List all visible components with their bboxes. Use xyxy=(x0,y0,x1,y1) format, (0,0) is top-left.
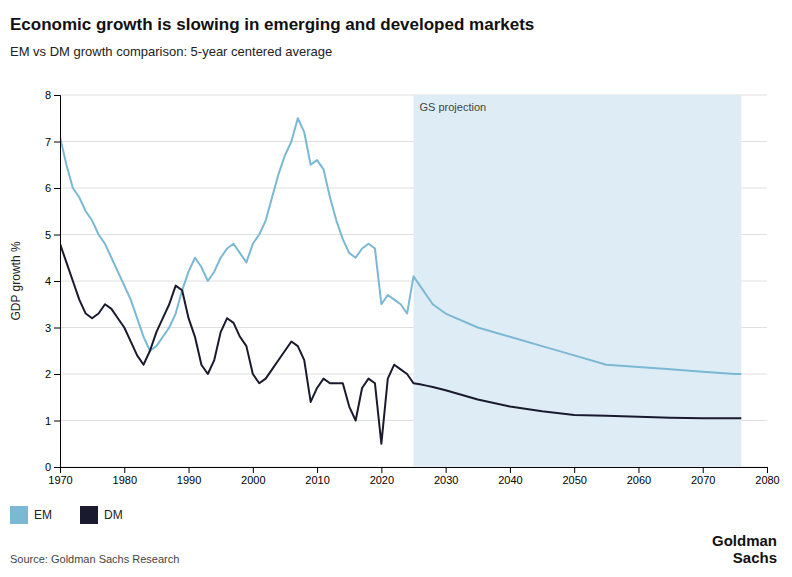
y-tick-mark xyxy=(54,328,60,329)
y-tick: 6 xyxy=(45,182,60,194)
y-tick-mark xyxy=(54,281,60,282)
subtitle: EM vs DM growth comparison: 5-year cente… xyxy=(10,44,332,59)
y-tick: 1 xyxy=(45,415,60,427)
x-tick: 2040 xyxy=(498,467,522,486)
x-tick-label: 1970 xyxy=(48,474,72,486)
y-tick: 3 xyxy=(45,322,60,334)
x-tick-label: 2060 xyxy=(627,474,651,486)
x-tick-label: 2040 xyxy=(498,474,522,486)
chart-container: Economic growth is slowing in emerging a… xyxy=(0,0,792,577)
x-tick-mark xyxy=(317,467,318,473)
branding-line: Sachs xyxy=(733,549,777,566)
y-tick-mark xyxy=(54,467,60,468)
x-tick-mark xyxy=(124,467,125,473)
branding: GoldmanSachs xyxy=(712,532,777,566)
x-axis: 1970 1980 1990 2000 2010 2020 2030 2040 2050 2060… xyxy=(48,467,779,486)
x-tick-label: 2070 xyxy=(691,474,715,486)
x-tick: 2080 xyxy=(755,467,779,486)
x-tick-label: 2010 xyxy=(305,474,329,486)
x-tick-mark xyxy=(574,467,575,473)
x-tick: 2020 xyxy=(370,467,394,486)
y-axis: 0 1 2 3 4 5 6 7 8 xyxy=(45,89,61,473)
title: Economic growth is slowing in emerging a… xyxy=(10,15,534,34)
y-tick-label: 3 xyxy=(45,322,51,334)
marks xyxy=(60,95,741,467)
y-tick-mark xyxy=(54,421,60,422)
x-tick-mark xyxy=(767,467,768,473)
projection-span xyxy=(414,95,742,467)
branding-line: Goldman xyxy=(712,532,777,549)
y-tick-mark xyxy=(54,374,60,375)
legend-label: EM xyxy=(34,508,52,522)
y-axis-line xyxy=(54,96,61,468)
grid xyxy=(60,95,767,467)
x-axis-line xyxy=(61,468,768,474)
y-tick-mark xyxy=(54,235,60,236)
legend-swatch xyxy=(10,506,28,524)
y-tick: 2 xyxy=(45,368,60,380)
y-tick-label: 6 xyxy=(45,182,51,194)
x-tick: 1970 xyxy=(48,467,72,486)
y-tick-mark xyxy=(54,188,60,189)
x-tick: 1980 xyxy=(113,467,137,486)
x-tick-mark xyxy=(446,467,447,473)
y-tick-label: 7 xyxy=(45,136,51,148)
annotation: GS projection xyxy=(420,101,487,113)
plot-area: 1970198019902000201020202030204020502060… xyxy=(9,89,780,486)
y-axis-title: GDP growth % xyxy=(9,241,23,320)
x-tick-mark xyxy=(253,467,254,473)
y-tick-mark xyxy=(54,142,60,143)
legend-label: DM xyxy=(104,508,123,522)
x-tick-label: 2030 xyxy=(434,474,458,486)
x-tick-label: 2000 xyxy=(241,474,265,486)
y-tick: 7 xyxy=(45,136,60,148)
x-tick: 2070 xyxy=(691,467,715,486)
y-tick-label: 2 xyxy=(45,368,51,380)
x-tick-label: 1980 xyxy=(113,474,137,486)
x-tick: 2030 xyxy=(434,467,458,486)
series-line xyxy=(60,244,741,444)
x-tick-mark xyxy=(381,467,382,473)
x-tick-label: 2080 xyxy=(755,474,779,486)
series-line xyxy=(60,118,741,374)
x-tick-label: 2050 xyxy=(562,474,586,486)
chart-svg: Economic growth is slowing in emerging a… xyxy=(0,0,792,577)
x-tick-mark xyxy=(510,467,511,473)
x-tick: 2000 xyxy=(241,467,265,486)
legend-item: DM xyxy=(80,506,123,524)
legend-swatch xyxy=(80,506,98,524)
x-tick-mark xyxy=(703,467,704,473)
x-tick: 1990 xyxy=(177,467,201,486)
y-tick: 4 xyxy=(45,275,60,287)
x-tick-label: 2020 xyxy=(370,474,394,486)
y-tick: 5 xyxy=(45,229,60,241)
source: Source: Goldman Sachs Research xyxy=(10,553,179,565)
y-tick-label: 0 xyxy=(45,461,51,473)
y-tick-label: 1 xyxy=(45,415,51,427)
y-tick-mark xyxy=(54,95,60,96)
x-tick: 2050 xyxy=(562,467,586,486)
legend: EM DM xyxy=(10,506,123,524)
y-tick: 0 xyxy=(45,461,60,473)
y-tick-label: 8 xyxy=(45,89,51,101)
x-tick: 2060 xyxy=(627,467,651,486)
y-tick-label: 4 xyxy=(45,275,51,287)
x-tick: 2010 xyxy=(305,467,329,486)
legend-item: EM xyxy=(10,506,52,524)
x-tick-label: 1990 xyxy=(177,474,201,486)
y-tick-label: 5 xyxy=(45,229,51,241)
x-tick-mark xyxy=(189,467,190,473)
x-tick-mark xyxy=(638,467,639,473)
y-tick: 8 xyxy=(45,89,60,101)
